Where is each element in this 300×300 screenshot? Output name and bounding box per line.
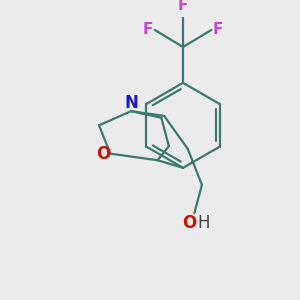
Text: F: F [143, 22, 153, 38]
Text: O: O [182, 214, 197, 232]
Text: F: F [178, 0, 188, 13]
Text: N: N [124, 94, 138, 112]
Text: F: F [213, 22, 223, 38]
Text: H: H [198, 214, 210, 232]
Text: O: O [96, 145, 110, 163]
